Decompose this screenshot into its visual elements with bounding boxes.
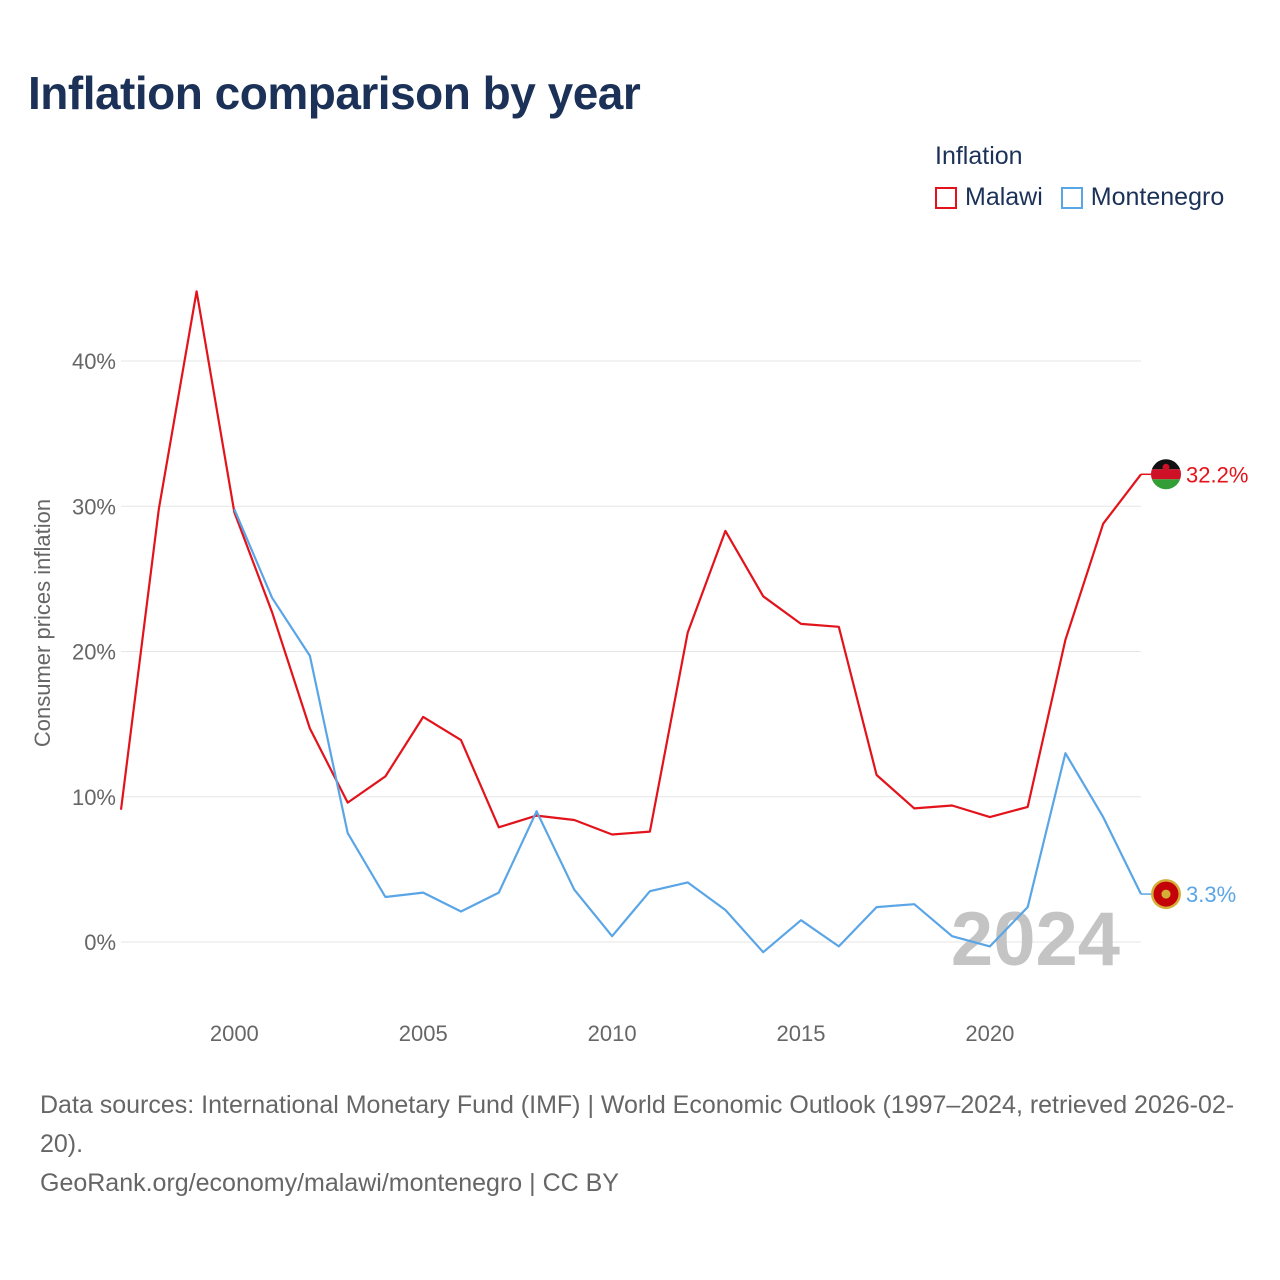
- end-label-montenegro: 3.3%: [1186, 882, 1236, 907]
- data-sources: Data sources: International Monetary Fun…: [40, 1091, 1235, 1158]
- x-tick-label: 2000: [210, 1021, 259, 1046]
- chart-title: Inflation comparison by year: [28, 67, 641, 119]
- legend-swatch-malawi: [935, 186, 957, 209]
- y-tick-label: 10%: [72, 785, 116, 810]
- y-tick-label: 40%: [72, 349, 116, 374]
- grid-lines: [121, 360, 1141, 943]
- legend-item-malawi[interactable]: Malawi: [935, 183, 1043, 212]
- legend-item-montenegro[interactable]: Montenegro: [1060, 183, 1225, 212]
- end-label-malawi: 32.2%: [1186, 462, 1248, 487]
- x-tick-label: 2020: [965, 1021, 1014, 1046]
- y-axis-title: Consumer prices inflation: [30, 499, 55, 747]
- x-tick-label: 2010: [588, 1021, 637, 1046]
- line-chart: 2024 0% 10% 20% 30% 40% 2000 2005 2010 2015 2020…: [30, 290, 1248, 1046]
- y-tick-label: 20%: [72, 640, 116, 665]
- series-line-malawi: [119, 290, 1142, 836]
- y-tick-label: 0%: [84, 930, 116, 955]
- legend-title: Inflation: [935, 142, 1023, 170]
- series-end-markers: 32.2% 3.3%: [1141, 459, 1248, 910]
- legend-swatch-montenegro: [1060, 186, 1083, 209]
- series-lines: [119, 290, 1142, 954]
- credit-link[interactable]: GeoRank.org/economy/malawi/montenegro | …: [40, 1169, 619, 1197]
- legend-label-montenegro: Montenegro: [1090, 183, 1225, 211]
- y-axis: 0% 10% 20% 30% 40%: [72, 349, 116, 955]
- legend-label-malawi: Malawi: [965, 183, 1043, 211]
- x-tick-label: 2015: [777, 1021, 826, 1046]
- year-watermark: 2024: [951, 897, 1120, 982]
- footer: Data sources: International Monetary Fun…: [40, 1086, 1250, 1203]
- x-tick-label: 2005: [399, 1021, 448, 1046]
- malawi-flag-icon: [1151, 459, 1181, 490]
- x-axis: 2000 2005 2010 2015 2020: [210, 1021, 1015, 1046]
- legend: Inflation Malawi Montenegro: [935, 142, 1224, 212]
- y-tick-label: 30%: [72, 494, 116, 519]
- montenegro-flag-icon: [1151, 879, 1181, 910]
- series-line-montenegro: [233, 508, 1142, 954]
